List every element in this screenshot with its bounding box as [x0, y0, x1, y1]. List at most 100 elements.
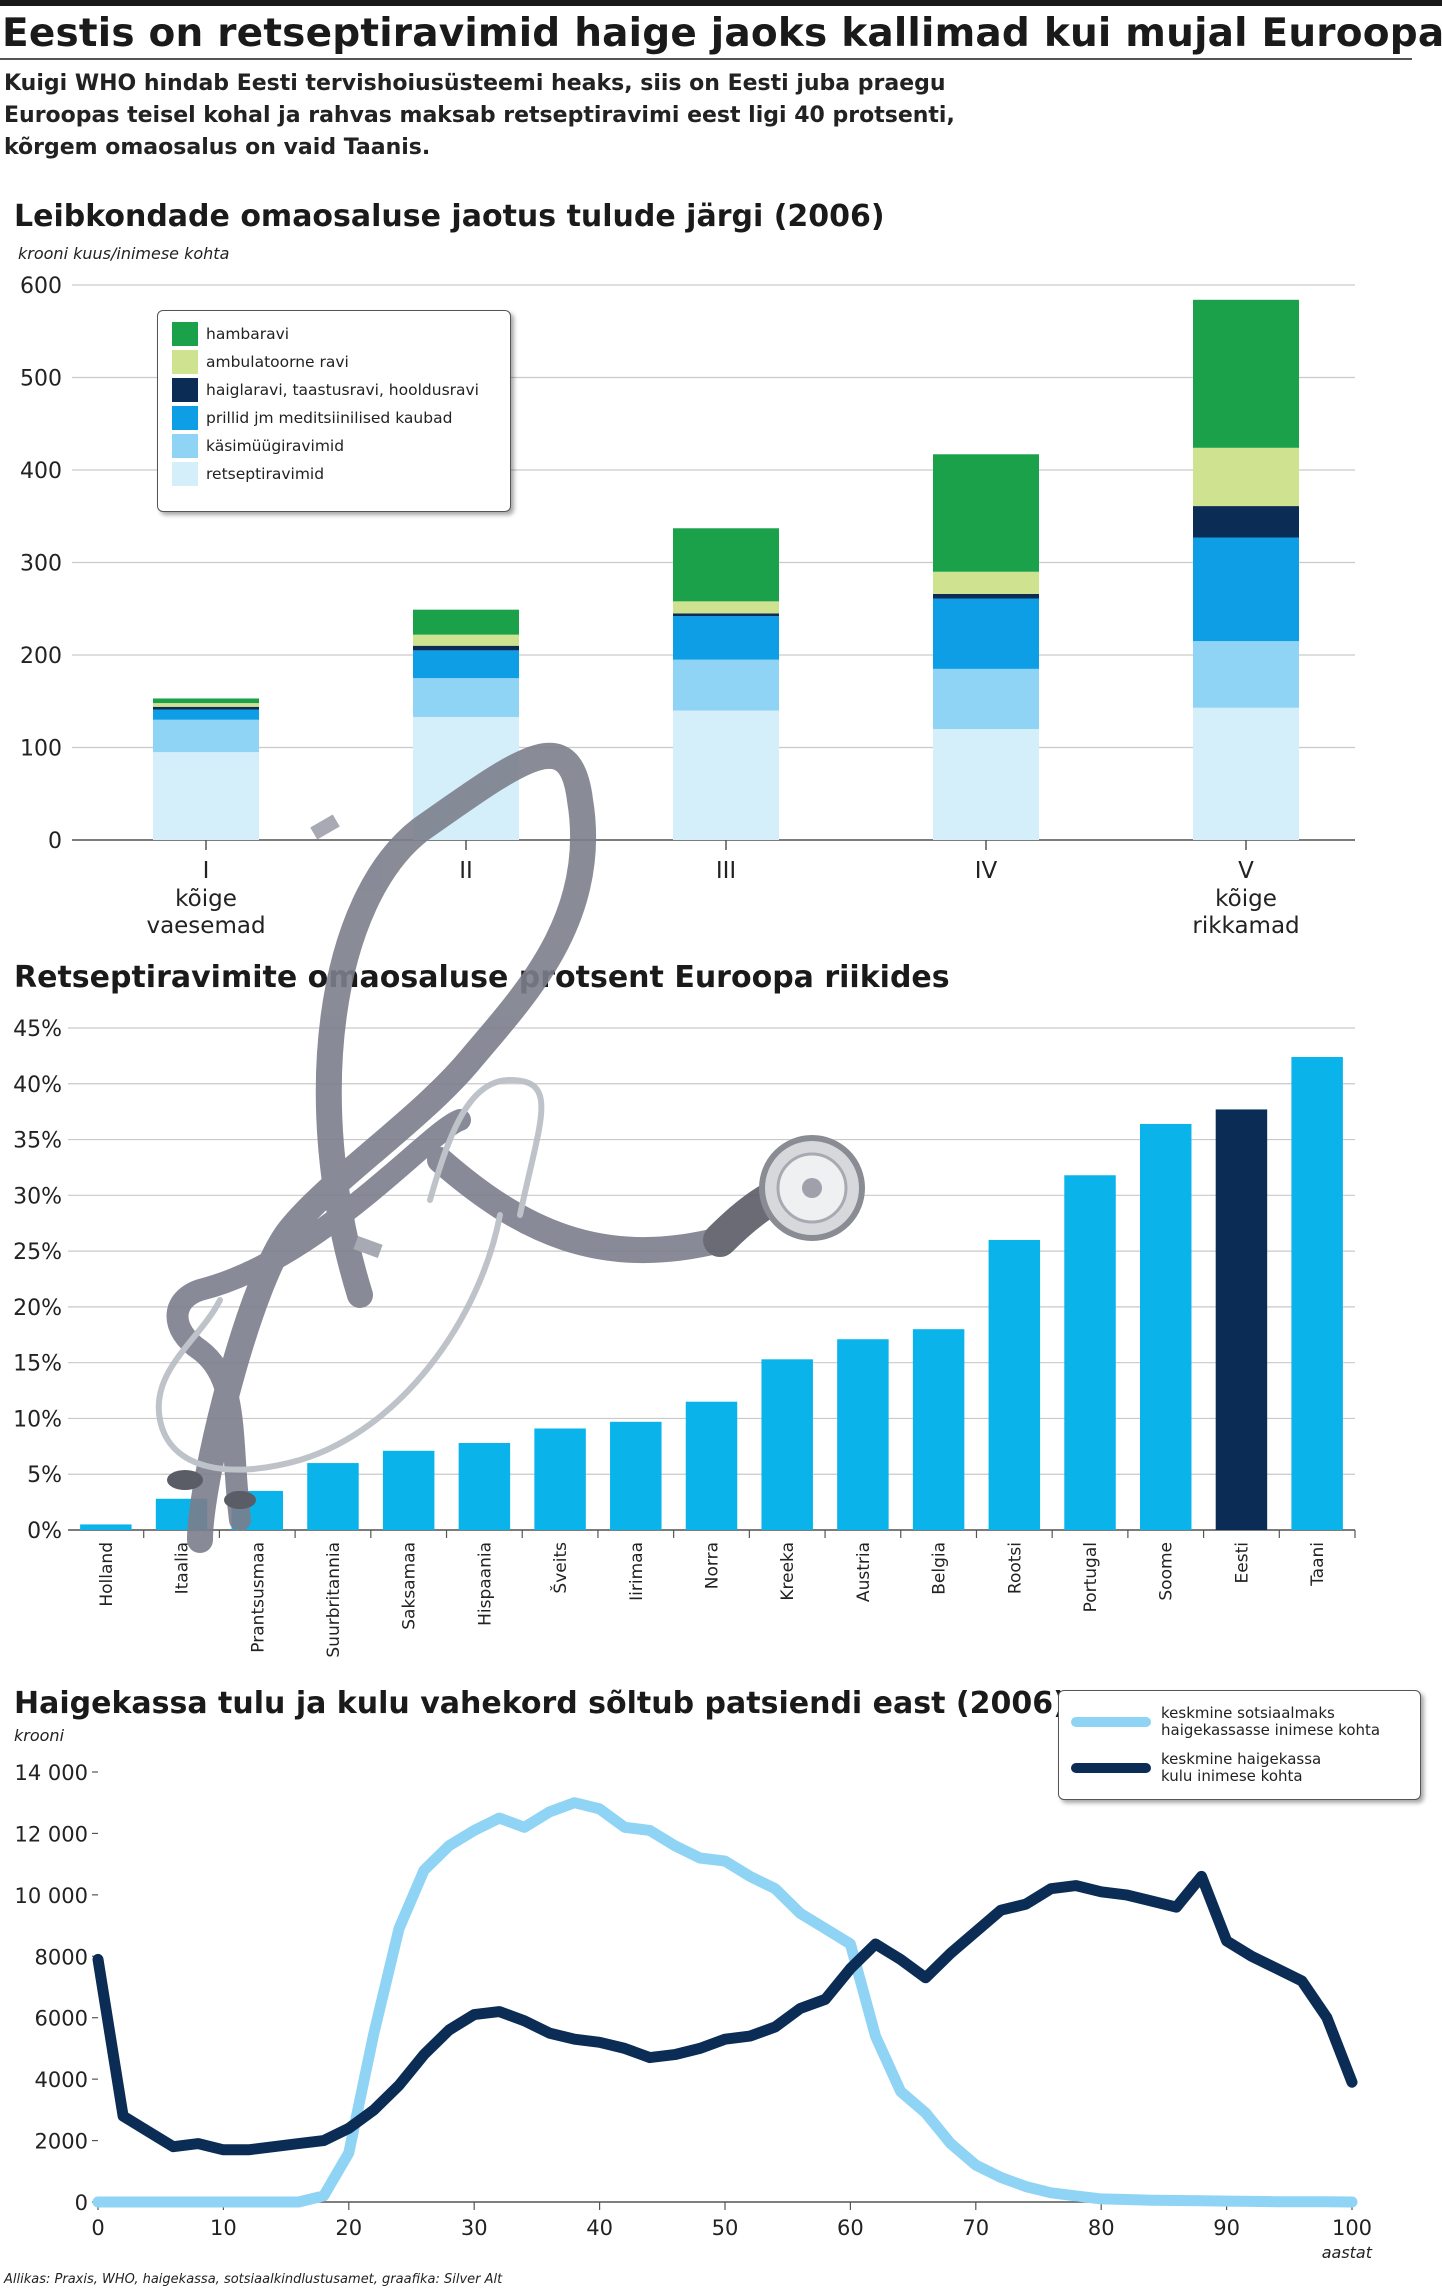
- x-tick-label: 10: [210, 2216, 237, 2240]
- y-tick-label: 4000: [35, 2068, 88, 2092]
- legend-item: hambaravi: [172, 321, 289, 347]
- chart2-plot: 0% 5% 10% 15% 20% 25% 30% 35% 40% 45% Holland Itaal…: [13, 1017, 1356, 1658]
- y-tick-label: 100: [20, 737, 62, 762]
- stacked-bar-segment: [153, 719, 259, 753]
- country-bar: [534, 1428, 586, 1530]
- country-bar: [1139, 1123, 1192, 1530]
- country-bar: [1291, 1057, 1343, 1530]
- country-label: Taani: [1308, 1542, 1328, 1587]
- country-label: Eesti: [1232, 1542, 1252, 1583]
- series-line: [92, 1797, 1358, 2208]
- chart1-legend: hambaravi ambulatoorne ravi haiglaravi, …: [157, 310, 511, 512]
- x-tick-label: 80: [1088, 2216, 1115, 2240]
- y-tick-label: 0: [75, 2191, 88, 2215]
- legend-item: keskmine haigekassa kulu inimese kohta: [1071, 1751, 1321, 1785]
- x-tick-label: 0: [91, 2216, 104, 2240]
- x-tick-sublabel: kõige: [1215, 886, 1277, 912]
- x-tick-label: 40: [586, 2216, 613, 2240]
- stacked-bar-segment: [673, 659, 779, 711]
- legend-item: keskmine sotsiaalmaks haigekassasse inim…: [1071, 1705, 1380, 1739]
- stacked-bar-segment: [673, 601, 779, 614]
- stacked-bar-segment: [153, 703, 259, 707]
- stacked-bar-segment: [933, 454, 1039, 572]
- x-tick-label: 70: [962, 2216, 989, 2240]
- x-tick-label: 90: [1213, 2216, 1240, 2240]
- stacked-bar-segment: [1193, 506, 1299, 538]
- country-bar: [988, 1239, 1041, 1530]
- x-tick-label: III: [716, 858, 736, 884]
- stacked-bar-segment: [413, 716, 519, 840]
- legend-line: [1071, 1717, 1151, 1727]
- series-line: [92, 1870, 1358, 2156]
- intro-line: Kuigi WHO hindab Eesti tervishoiusüsteem…: [4, 71, 946, 96]
- y-tick-label: 20%: [13, 1296, 62, 1321]
- intro-line: Euroopas teisel kohal ja rahvas maksab r…: [4, 103, 955, 128]
- legend-swatch: [172, 378, 198, 402]
- country-label: Norra: [703, 1542, 723, 1589]
- legend-label: keskmine haigekassa kulu inimese kohta: [1161, 1750, 1322, 1785]
- legend-item: prillid jm meditsiinilised kaubad: [172, 405, 452, 431]
- x-tick-label: 60: [837, 2216, 864, 2240]
- stacked-bar-segment: [153, 752, 259, 840]
- legend-label: prillid jm meditsiinilised kaubad: [206, 409, 453, 427]
- country-bar: [837, 1339, 889, 1530]
- y-tick-label: 8000: [35, 1945, 88, 1969]
- country-label: Itaalia: [173, 1542, 193, 1594]
- y-tick-label: 40%: [13, 1073, 62, 1098]
- legend-swatch: [172, 434, 198, 458]
- stacked-bar-segment: [1193, 447, 1299, 507]
- legend-swatch: [172, 462, 198, 486]
- y-tick-label: 200: [20, 644, 62, 669]
- y-tick-label: 45%: [13, 1017, 62, 1042]
- legend-label: haiglaravi, taastusravi, hooldusravi: [206, 381, 479, 399]
- source-note: Allikas: Praxis, WHO, haigekassa, sotsia…: [4, 2272, 503, 2287]
- x-tick-label: 20: [335, 2216, 362, 2240]
- chart1-title: Leibkondade omaosaluse jaotus tulude jär…: [14, 199, 885, 234]
- x-tick-label: 100: [1332, 2216, 1372, 2240]
- x-tick-label: 30: [461, 2216, 488, 2240]
- stacked-bar-segment: [413, 609, 519, 635]
- x-tick-label: IV: [975, 858, 998, 884]
- stacked-bar-segment: [153, 709, 259, 720]
- intro-line: kõrgem omaosalus on vaid Taanis.: [4, 135, 431, 160]
- country-label: Kreeka: [778, 1542, 798, 1601]
- stacked-bar-segment: [413, 650, 519, 679]
- country-label: Šveits: [549, 1542, 571, 1594]
- country-label: Hispaania: [475, 1542, 495, 1626]
- stacked-bar-segment: [153, 706, 259, 710]
- y-tick-label: 2000: [35, 2130, 88, 2154]
- chart1-unit: krooni kuus/inimese kohta: [18, 244, 230, 263]
- stacked-bar-segment: [933, 598, 1039, 669]
- top-rule: [0, 0, 1442, 6]
- country-bar: [912, 1329, 965, 1530]
- legend-line: [1071, 1763, 1151, 1773]
- y-tick-label: 6000: [35, 2007, 88, 2031]
- stacked-bar-segment: [1193, 641, 1299, 708]
- legend-item: retseptiravimid: [172, 461, 324, 487]
- x-axis-label: aastat: [1322, 2243, 1373, 2262]
- x-tick-label: I: [203, 858, 210, 884]
- legend-label: ambulatoorne ravi: [206, 353, 349, 371]
- stacked-bar-segment: [933, 729, 1039, 840]
- stacked-bar-segment: [413, 678, 519, 717]
- legend-label: keskmine sotsiaalmaks haigekassasse inim…: [1161, 1704, 1381, 1739]
- country-bar: [761, 1359, 813, 1530]
- legend-item: haiglaravi, taastusravi, hooldusravi: [172, 377, 479, 403]
- country-label: Belgia: [930, 1542, 950, 1595]
- headline-rule: [0, 58, 1412, 60]
- country-label: Holland: [97, 1542, 117, 1607]
- x-tick-sublabel: vaesemad: [146, 913, 265, 939]
- stacked-bar-segment: [413, 634, 519, 646]
- country-label: Suurbritannia: [324, 1542, 344, 1658]
- stacked-bar-segment: [673, 528, 779, 602]
- stacked-bar-segment: [673, 616, 779, 660]
- intro-text: Kuigi WHO hindab Eesti tervishoiusüsteem…: [4, 68, 1254, 164]
- country-bar: [155, 1498, 208, 1530]
- legend-label: retseptiravimid: [206, 465, 325, 483]
- stacked-bar-segment: [1193, 299, 1299, 448]
- y-tick-label: 25%: [13, 1240, 62, 1265]
- legend-label: hambaravi: [206, 325, 290, 343]
- x-tick-sublabel: kõige: [175, 886, 237, 912]
- country-bar: [1215, 1109, 1268, 1530]
